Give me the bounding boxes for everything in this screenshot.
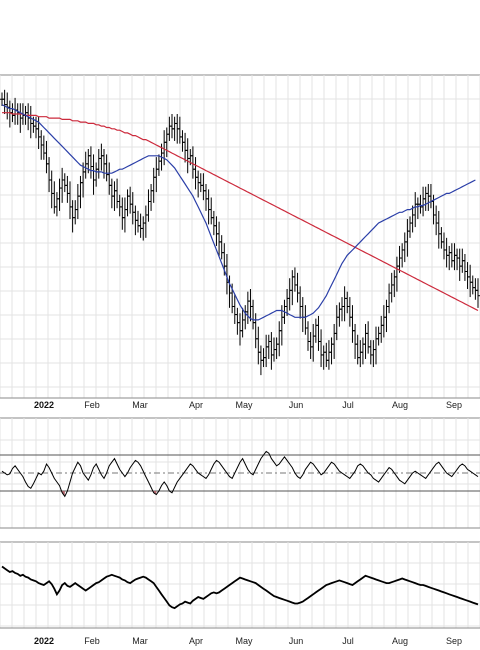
sma50-line	[1, 104, 476, 321]
x-tick-bottom-jun: Jun	[289, 636, 304, 646]
x-tick-bottom-sep: Sep	[446, 636, 462, 646]
price-panel	[0, 74, 480, 399]
x-tick-bottom-2022: 2022	[34, 636, 54, 646]
price-bars	[0, 89, 480, 376]
x-tick-mar: Mar	[132, 400, 148, 410]
x-tick-sep: Sep	[446, 400, 462, 410]
oscillator-gridlines	[0, 418, 480, 528]
lower-panel	[0, 541, 480, 629]
x-tick-jun: Jun	[289, 400, 304, 410]
oscillator-line	[1, 450, 479, 498]
price-gridlines	[0, 75, 480, 398]
x-axis-bottom: 2022 Feb Mar Apr May Jun Jul Aug Sep	[34, 636, 462, 646]
sma200-line	[2, 112, 479, 312]
x-tick-bottom-may: May	[235, 636, 253, 646]
x-axis-top: 2022 Feb Mar Apr May Jun Jul Aug Sep	[34, 400, 462, 410]
x-tick-bottom-feb: Feb	[84, 636, 100, 646]
x-tick-aug: Aug	[392, 400, 408, 410]
x-tick-apr: Apr	[189, 400, 203, 410]
x-tick-bottom-jul: Jul	[342, 636, 354, 646]
x-tick-bottom-mar: Mar	[132, 636, 148, 646]
x-tick-may: May	[235, 400, 253, 410]
x-tick-bottom-aug: Aug	[392, 636, 408, 646]
lower-panel-line	[1, 565, 479, 610]
oscillator-panel	[0, 417, 480, 529]
x-tick-bottom-apr: Apr	[189, 636, 203, 646]
x-tick-feb: Feb	[84, 400, 100, 410]
x-tick-2022: 2022	[34, 400, 54, 410]
x-tick-jul: Jul	[342, 400, 354, 410]
